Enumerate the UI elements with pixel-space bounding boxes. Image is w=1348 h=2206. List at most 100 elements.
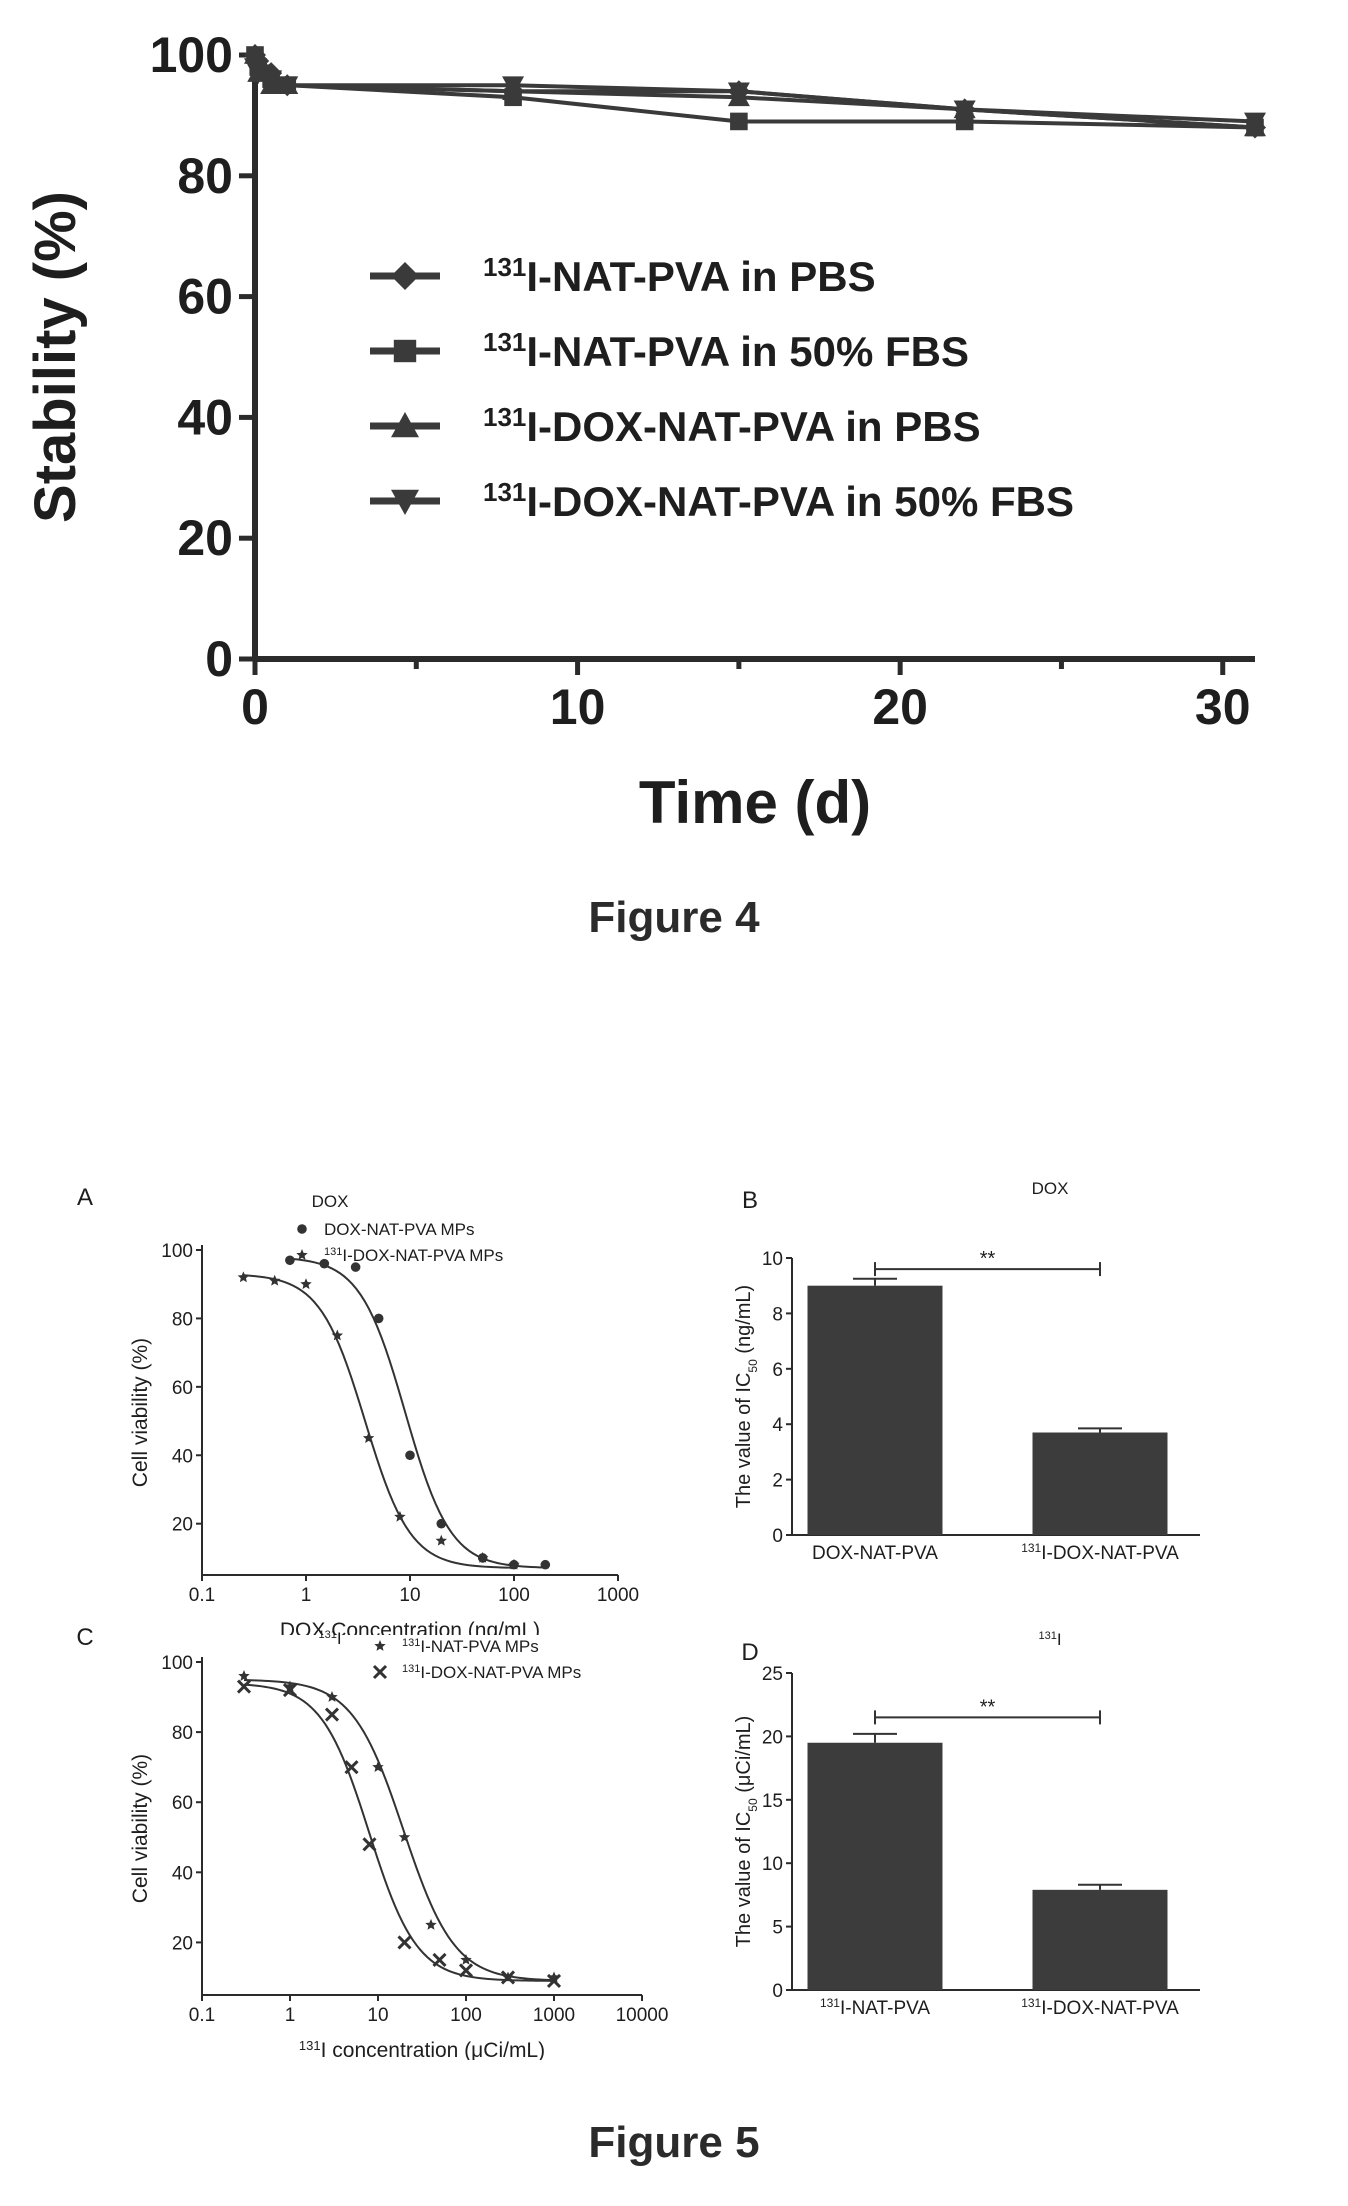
x-tick-label: 20 bbox=[872, 679, 928, 735]
category-label-0: DOX-NAT-PVA bbox=[812, 1543, 938, 1564]
data-point-1 bbox=[237, 1271, 250, 1283]
x-tick-label: 30 bbox=[1195, 679, 1251, 735]
x-tick-label: 1000 bbox=[597, 1585, 639, 1606]
y-axis-title: Cell viability (%) bbox=[129, 1338, 152, 1487]
y-tick-label: 2 bbox=[772, 1471, 783, 1492]
data-point-0 bbox=[319, 1258, 330, 1269]
data-point-0 bbox=[398, 1831, 411, 1843]
legend-marker-1 bbox=[296, 1249, 308, 1260]
y-axis-title: The value of IC50 (μCi/mL) bbox=[733, 1716, 760, 1948]
y-axis-title: Stability (%) bbox=[23, 191, 88, 523]
data-point-1 bbox=[394, 1510, 406, 1522]
category-label-1: 131I-DOX-NAT-PVA bbox=[1021, 1996, 1179, 2019]
x-tick-label: 100 bbox=[450, 2005, 482, 2026]
data-point-3 bbox=[260, 70, 283, 91]
x-tick-label: 10000 bbox=[616, 2005, 669, 2026]
data-point-1 bbox=[362, 1432, 375, 1444]
y-tick-label: 100 bbox=[161, 1653, 193, 1674]
legend-marker-0 bbox=[297, 1224, 307, 1234]
y-tick-label: 20 bbox=[177, 510, 233, 566]
bar-1 bbox=[1032, 1889, 1168, 1990]
legend-marker-1 bbox=[372, 1664, 388, 1680]
figure-5-panel-d-chart: 0 5 10 15 20 25D 131I The value of IC50 (μCi/mL… bbox=[733, 1630, 1200, 2019]
data-point-1 bbox=[546, 1973, 562, 1989]
data-point-1 bbox=[500, 1970, 516, 1985]
x-axis-title: DOX Concentration (ng/mL) bbox=[280, 1619, 540, 1635]
bar-0 bbox=[807, 1285, 943, 1535]
data-point-1 bbox=[508, 1558, 520, 1570]
legend-label-0: DOX-NAT-PVA MPs bbox=[324, 1220, 475, 1239]
data-point-1 bbox=[476, 1551, 489, 1563]
x-tick-label: 10 bbox=[550, 679, 606, 735]
data-point-3 bbox=[502, 76, 525, 97]
legend-label-0: 131I-NAT-PVA in PBS bbox=[483, 252, 876, 300]
data-point-0 bbox=[460, 1953, 472, 1965]
x-tick-label: 10 bbox=[367, 2005, 388, 2026]
legend-marker-3 bbox=[391, 489, 419, 515]
data-point-1 bbox=[730, 112, 748, 131]
y-tick-label: 10 bbox=[762, 1249, 783, 1270]
figure-5-panel-c-chart: 20 40 60 80 100 0.1 1 10 100 1000 10000 C 131I 131I c… bbox=[76, 1624, 669, 2061]
significance-marker: ** bbox=[980, 1696, 996, 1718]
fit-curve-0 bbox=[289, 1257, 544, 1569]
y-tick-label: 80 bbox=[177, 148, 233, 204]
y-axis-title: The value of IC50 (ng/mL) bbox=[733, 1285, 760, 1508]
y-tick-label: 40 bbox=[172, 1446, 193, 1467]
data-point-0 bbox=[436, 1518, 447, 1529]
legend-marker-0 bbox=[374, 1640, 386, 1651]
panel-letter: A bbox=[77, 1184, 93, 1211]
legend-label-3: 131I-DOX-NAT-PVA in 50% FBS bbox=[483, 477, 1074, 525]
data-point-3 bbox=[953, 100, 976, 121]
legend-marker-1 bbox=[393, 339, 417, 363]
figure-4-caption: Figure 4 bbox=[588, 893, 760, 942]
y-tick-label: 10 bbox=[762, 1854, 783, 1875]
data-point-1 bbox=[300, 1278, 312, 1290]
y-tick-label: 5 bbox=[772, 1918, 783, 1939]
y-tick-label: 0 bbox=[772, 1981, 783, 2002]
x-tick-label: 0.1 bbox=[189, 2005, 215, 2026]
y-tick-label: 20 bbox=[172, 1933, 193, 1954]
data-point-0 bbox=[372, 1761, 384, 1773]
figure-4-stability-chart: 0 20 40 60 80 100 0 10 20 30 Time (d) Stability (%)… bbox=[23, 27, 1266, 836]
y-tick-label: 60 bbox=[177, 269, 233, 325]
x-tick-label: 0 bbox=[241, 679, 269, 735]
x-tick-label: 10 bbox=[399, 1585, 420, 1606]
legend-label-0: 131I-NAT-PVA MPs bbox=[402, 1637, 539, 1656]
figure-5-panel-b-chart: 0 2 4 6 8 10 B DOX The value of IC50 (ng/mL) DOX-… bbox=[733, 1179, 1200, 1564]
figure-5-caption: Figure 5 bbox=[588, 2118, 760, 2167]
data-point-0 bbox=[350, 1262, 361, 1272]
y-tick-label: 40 bbox=[177, 389, 233, 445]
x-tick-label: 1 bbox=[285, 2005, 296, 2026]
y-tick-label: 60 bbox=[172, 1793, 193, 1814]
data-point-1 bbox=[362, 1837, 377, 1852]
x-axis-title: 131I concentration (μCi/mL) bbox=[299, 2038, 545, 2061]
x-tick-label: 100 bbox=[498, 1585, 530, 1606]
category-label-0: 131I-NAT-PVA bbox=[820, 1996, 930, 2019]
panel-title: DOX bbox=[1032, 1179, 1069, 1198]
y-tick-label: 40 bbox=[172, 1863, 193, 1884]
panel-letter: D bbox=[741, 1639, 758, 1666]
y-tick-label: 4 bbox=[772, 1415, 783, 1436]
x-tick-label: 1 bbox=[301, 1585, 312, 1606]
panel-letter: C bbox=[76, 1624, 93, 1651]
data-point-0 bbox=[373, 1313, 384, 1324]
legend-label-2: 131I-DOX-NAT-PVA in PBS bbox=[483, 402, 981, 450]
data-point-0 bbox=[285, 1255, 295, 1266]
data-point-1 bbox=[268, 1274, 281, 1286]
legend-marker-0 bbox=[391, 262, 419, 290]
x-tick-label: 0.1 bbox=[189, 1585, 215, 1606]
data-point-1 bbox=[282, 1682, 298, 1698]
data-point-1 bbox=[236, 1679, 252, 1694]
data-point-1 bbox=[435, 1534, 448, 1546]
y-tick-label: 100 bbox=[161, 1241, 193, 1262]
data-point-0 bbox=[238, 1670, 250, 1681]
panel-title: DOX bbox=[312, 1192, 349, 1211]
y-tick-label: 80 bbox=[172, 1723, 193, 1744]
y-tick-label: 0 bbox=[205, 631, 233, 687]
y-tick-label: 20 bbox=[172, 1515, 193, 1536]
y-tick-label: 6 bbox=[772, 1360, 783, 1381]
data-point-1 bbox=[344, 1760, 359, 1775]
data-point-1 bbox=[432, 1952, 447, 1968]
y-axis-title: Cell viability (%) bbox=[129, 1754, 152, 1903]
data-point-0 bbox=[326, 1691, 338, 1702]
